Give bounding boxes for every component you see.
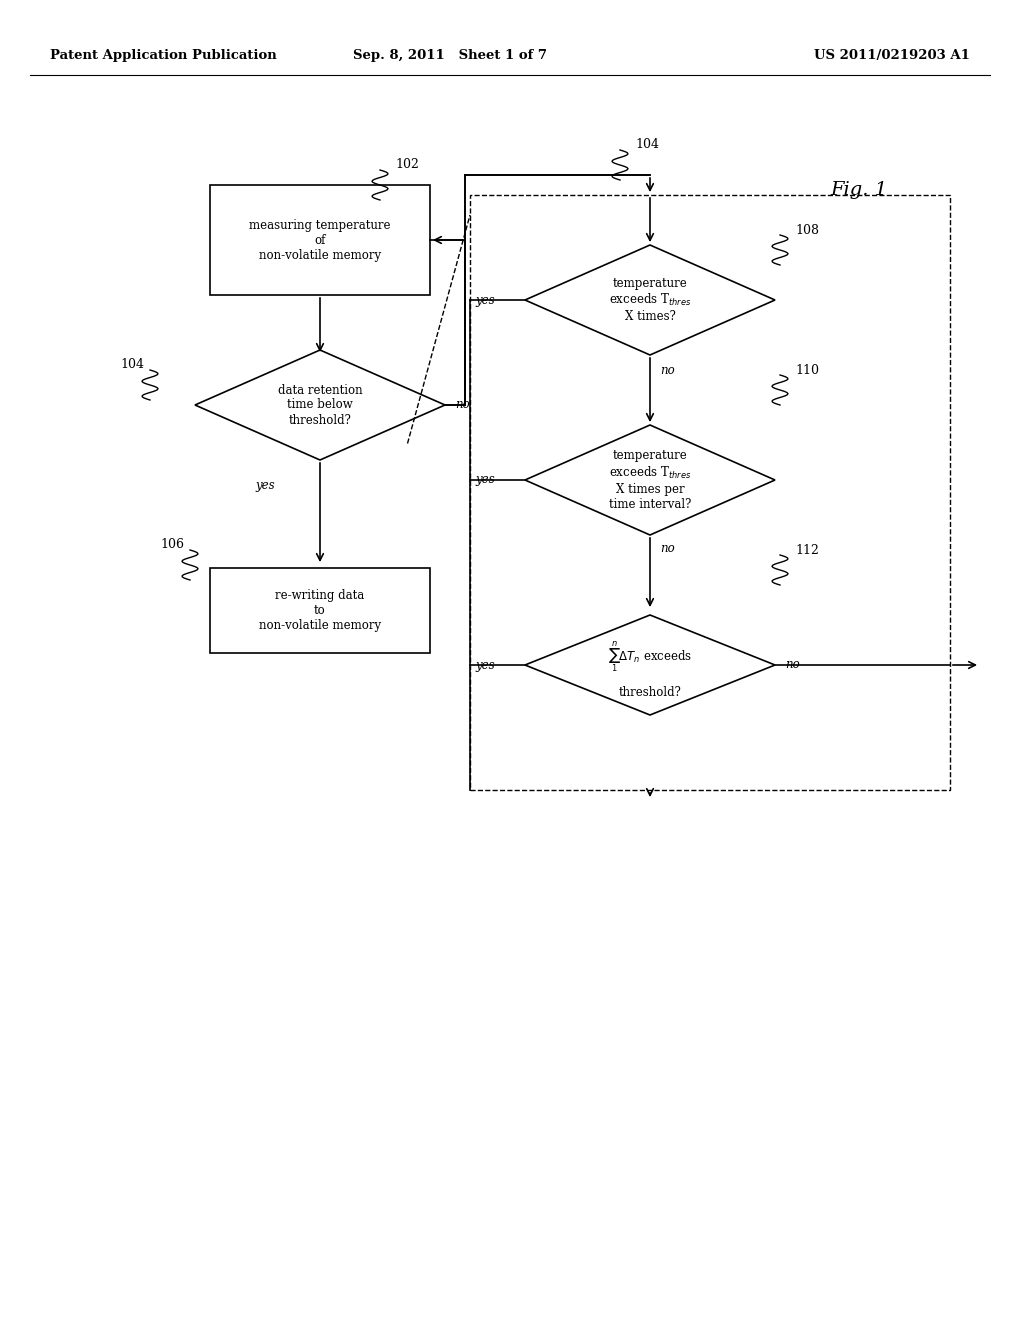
Text: Patent Application Publication: Patent Application Publication bbox=[50, 49, 276, 62]
Text: 104: 104 bbox=[635, 139, 659, 152]
Text: temperature
exceeds T$_{thres}$
X times?: temperature exceeds T$_{thres}$ X times? bbox=[609, 277, 691, 323]
Text: 110: 110 bbox=[795, 363, 819, 376]
Polygon shape bbox=[195, 350, 445, 459]
Text: data retention
time below
threshold?: data retention time below threshold? bbox=[278, 384, 362, 426]
Text: Sep. 8, 2011   Sheet 1 of 7: Sep. 8, 2011 Sheet 1 of 7 bbox=[353, 49, 547, 62]
FancyBboxPatch shape bbox=[210, 185, 430, 294]
Text: 102: 102 bbox=[395, 158, 419, 172]
Text: $\sum_{1}^{n}\Delta T_{n}$ exceeds: $\sum_{1}^{n}\Delta T_{n}$ exceeds bbox=[608, 640, 692, 675]
Text: 112: 112 bbox=[795, 544, 819, 557]
Polygon shape bbox=[525, 246, 775, 355]
Text: no: no bbox=[660, 363, 675, 376]
Text: no: no bbox=[455, 399, 470, 412]
Text: yes: yes bbox=[475, 474, 495, 487]
Text: US 2011/0219203 A1: US 2011/0219203 A1 bbox=[814, 49, 970, 62]
Text: 104: 104 bbox=[120, 359, 144, 371]
Text: no: no bbox=[785, 659, 800, 672]
Text: 106: 106 bbox=[160, 539, 184, 552]
Text: yes: yes bbox=[475, 293, 495, 306]
Text: threshold?: threshold? bbox=[618, 686, 681, 700]
Text: temperature
exceeds T$_{thres}$
X times per
time interval?: temperature exceeds T$_{thres}$ X times … bbox=[609, 449, 691, 511]
Text: re-writing data
to
non-volatile memory: re-writing data to non-volatile memory bbox=[259, 589, 381, 631]
Text: yes: yes bbox=[475, 659, 495, 672]
FancyBboxPatch shape bbox=[210, 568, 430, 652]
Text: measuring temperature
of
non-volatile memory: measuring temperature of non-volatile me… bbox=[249, 219, 391, 261]
Text: no: no bbox=[660, 541, 675, 554]
Text: yes: yes bbox=[255, 479, 274, 491]
Polygon shape bbox=[525, 425, 775, 535]
Text: 108: 108 bbox=[795, 223, 819, 236]
Text: Fig. 1: Fig. 1 bbox=[830, 181, 887, 199]
Polygon shape bbox=[525, 615, 775, 715]
